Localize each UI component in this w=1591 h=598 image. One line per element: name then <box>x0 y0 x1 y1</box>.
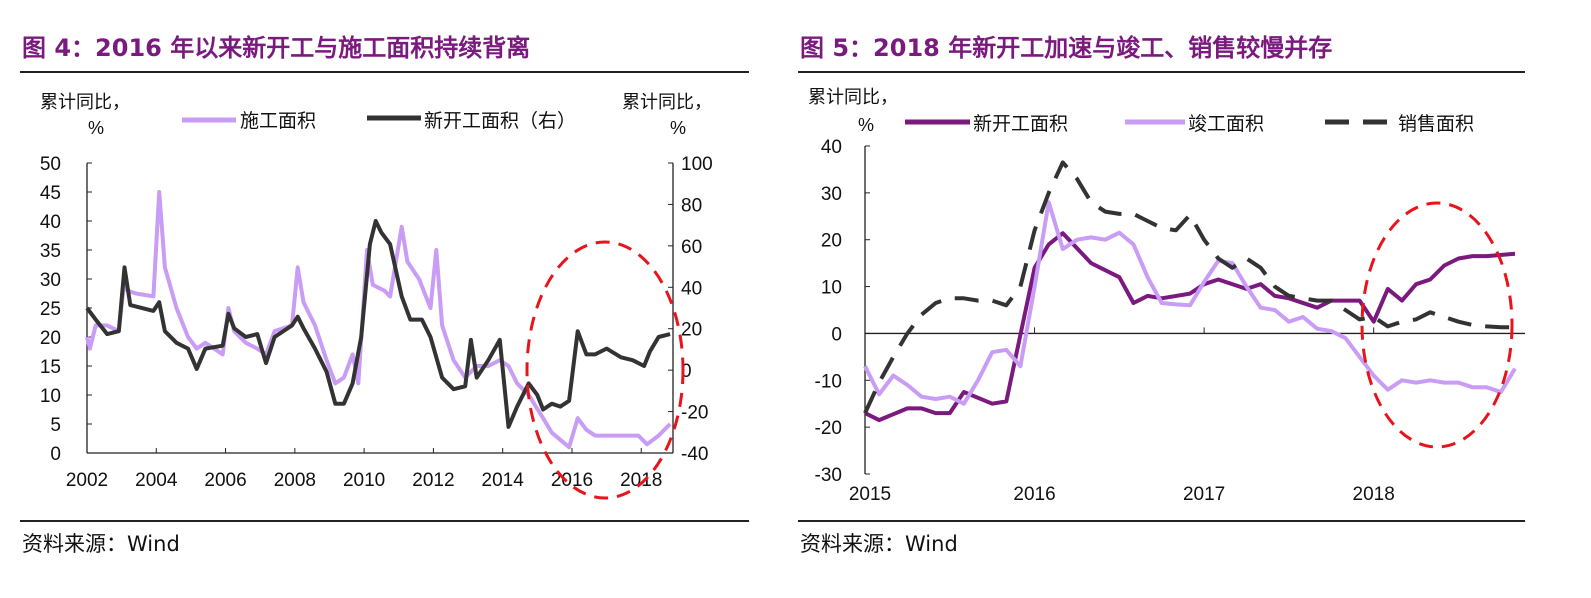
right-tick-label: 100 <box>681 154 713 175</box>
left-tick-label: 50 <box>40 154 61 175</box>
x-tick-label: 2016 <box>1013 484 1055 505</box>
figure-4-source: 资料来源：Wind <box>22 532 180 556</box>
left-tick-label: 20 <box>40 328 61 349</box>
left-axis-unit-label: % <box>88 118 104 138</box>
right-tick-label: 80 <box>681 195 702 216</box>
x-tick-label: 2014 <box>482 470 525 491</box>
right-tick-label: 40 <box>681 278 702 299</box>
x-tick-label: 2017 <box>1183 484 1225 505</box>
series-line-1 <box>85 190 672 450</box>
y-tick-label: 40 <box>821 137 842 158</box>
left-tick-label: 0 <box>50 444 61 465</box>
x-tick-label: 2010 <box>343 470 385 491</box>
right-tick-label: 60 <box>681 237 702 258</box>
legend-label: 销售面积 <box>1398 113 1474 135</box>
right-tick-label: -20 <box>681 403 708 424</box>
y-tick-label: 10 <box>821 278 842 299</box>
right-tick-label: -40 <box>681 444 708 465</box>
y-tick-label: 20 <box>821 231 842 252</box>
figure-5-source: 资料来源：Wind <box>800 532 958 556</box>
y-tick-label: 30 <box>821 184 842 205</box>
x-tick-label: 2006 <box>204 470 246 491</box>
left-tick-label: 5 <box>50 415 61 436</box>
y-axis-unit-label: 累计同比， <box>808 87 898 107</box>
legend-label: 竣工面积 <box>1188 113 1264 135</box>
left-axis-unit-label: 累计同比， <box>40 92 130 112</box>
left-tick-label: 15 <box>40 357 61 378</box>
right-axis-unit-label: % <box>670 118 686 138</box>
y-tick-label: -20 <box>815 418 842 439</box>
right-axis-unit-label: 累计同比， <box>622 92 712 112</box>
highlight-ellipse <box>525 240 685 500</box>
left-tick-label: 40 <box>40 212 61 233</box>
series-line-3 <box>863 160 1515 414</box>
x-tick-label: 2004 <box>135 470 178 491</box>
source-divider <box>20 520 749 522</box>
y-tick-label: -30 <box>815 465 842 486</box>
x-tick-label: 2008 <box>274 470 316 491</box>
y-axis-unit-label: % <box>858 115 874 135</box>
x-tick-label: 2015 <box>849 484 891 505</box>
series-line-2 <box>863 200 1517 406</box>
right-tick-label: 0 <box>681 361 692 382</box>
legend-label: 施工面积 <box>240 110 316 132</box>
x-tick-label: 2002 <box>66 470 108 491</box>
left-tick-label: 10 <box>40 386 61 407</box>
highlight-ellipse <box>1360 201 1514 449</box>
legend-label: 新开工面积 <box>973 113 1068 135</box>
title-divider <box>798 71 1525 73</box>
figure-5-title: 图 5：2018 年新开工加速与竣工、销售较慢并存 <box>800 34 1333 62</box>
left-tick-label: 25 <box>40 299 61 320</box>
source-divider <box>798 520 1525 522</box>
x-tick-label: 2012 <box>412 470 454 491</box>
series-line-1 <box>864 231 1516 423</box>
left-tick-label: 45 <box>40 183 61 204</box>
title-divider <box>20 71 749 73</box>
left-tick-label: 35 <box>40 241 61 262</box>
figure-4-title: 图 4：2016 年以来新开工与施工面积持续背离 <box>22 34 531 62</box>
right-tick-label: 20 <box>681 320 702 341</box>
series-line-2 <box>85 219 671 429</box>
y-tick-label: 0 <box>831 324 842 345</box>
y-tick-label: -10 <box>815 371 842 392</box>
legend-label: 新开工面积（右） <box>424 110 576 132</box>
x-tick-label: 2018 <box>620 470 662 491</box>
x-tick-label: 2018 <box>1353 484 1395 505</box>
left-tick-label: 30 <box>40 270 61 291</box>
